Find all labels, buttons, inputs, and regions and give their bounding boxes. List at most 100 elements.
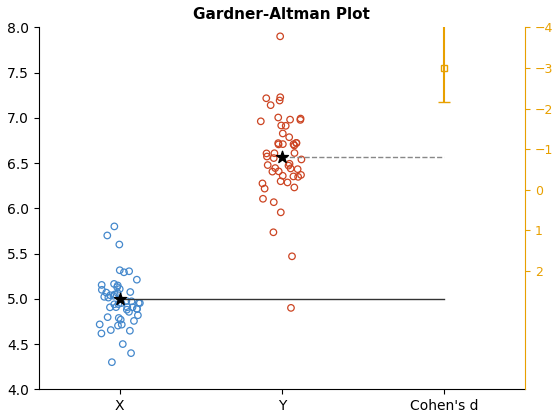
Point	[128, 304, 137, 311]
Point	[125, 327, 134, 334]
Point	[263, 153, 272, 160]
Point	[115, 241, 124, 248]
Point	[124, 309, 133, 315]
Point	[259, 195, 268, 202]
Point	[113, 290, 122, 297]
Point	[108, 359, 116, 365]
Point	[297, 156, 306, 163]
Point	[274, 168, 283, 175]
Point	[105, 304, 114, 311]
Title: Gardner-Altman Plot: Gardner-Altman Plot	[193, 7, 370, 22]
Point	[118, 341, 127, 347]
Point	[287, 253, 296, 260]
Point	[134, 299, 143, 306]
Point	[278, 130, 287, 137]
Point	[274, 114, 283, 121]
Point	[290, 184, 299, 191]
Point	[268, 168, 277, 175]
Point	[286, 116, 295, 123]
Point	[114, 322, 123, 329]
Point	[122, 297, 131, 304]
Point	[133, 306, 142, 312]
Point	[95, 321, 104, 328]
Point	[289, 141, 298, 147]
Point	[133, 305, 142, 312]
Point	[284, 162, 293, 169]
Point	[281, 123, 290, 129]
Point	[283, 179, 292, 186]
Point	[266, 102, 275, 108]
Point	[132, 276, 141, 283]
Point	[136, 300, 144, 307]
Point	[97, 330, 106, 337]
Point	[110, 301, 119, 307]
Point	[270, 165, 279, 171]
Point	[289, 173, 298, 180]
Point	[274, 141, 283, 148]
Point	[260, 185, 269, 192]
Point	[296, 115, 305, 122]
Point	[110, 281, 119, 287]
Point	[116, 316, 125, 323]
Point	[263, 162, 272, 168]
Point	[286, 165, 295, 172]
Point	[285, 160, 294, 167]
Point	[97, 281, 106, 288]
Point	[269, 155, 278, 161]
Point	[296, 116, 305, 123]
Point	[276, 94, 284, 101]
Point	[278, 173, 287, 179]
Point	[104, 294, 113, 301]
Point	[127, 298, 136, 304]
Point	[274, 140, 283, 147]
Point	[106, 292, 115, 299]
Point	[262, 95, 270, 102]
Point	[117, 321, 126, 328]
Point	[110, 223, 119, 230]
Point	[276, 33, 284, 39]
Point	[270, 150, 279, 157]
Point	[276, 209, 285, 216]
Point	[290, 142, 299, 149]
Point	[277, 122, 286, 129]
Point	[275, 97, 284, 104]
Point	[125, 268, 134, 275]
Point	[127, 350, 136, 357]
Point	[278, 141, 287, 147]
Point	[103, 232, 112, 239]
Point	[114, 301, 123, 307]
Point	[269, 199, 278, 205]
Point	[293, 173, 302, 180]
Point	[126, 289, 135, 295]
Point	[109, 292, 118, 299]
Point	[290, 150, 299, 156]
Point	[133, 312, 142, 319]
Point	[292, 139, 301, 146]
Point	[287, 304, 296, 311]
Point	[115, 267, 124, 273]
Point	[114, 315, 123, 321]
Point	[111, 304, 120, 310]
Point	[258, 180, 267, 187]
Point	[276, 178, 285, 185]
Point	[103, 314, 112, 320]
Point	[269, 229, 278, 236]
Point	[284, 134, 293, 141]
Point	[113, 284, 122, 291]
Point	[292, 139, 301, 146]
Point	[123, 304, 132, 310]
Point	[97, 286, 106, 293]
Point	[106, 327, 115, 333]
Point	[119, 269, 128, 276]
Point	[113, 282, 122, 289]
Point	[256, 118, 265, 125]
Point	[129, 318, 138, 324]
Point	[117, 300, 126, 307]
Point	[277, 153, 286, 160]
Point	[115, 286, 124, 292]
Point	[100, 294, 109, 300]
Point	[293, 166, 302, 173]
Point	[262, 150, 271, 157]
Point	[122, 306, 131, 313]
Point	[110, 291, 119, 298]
